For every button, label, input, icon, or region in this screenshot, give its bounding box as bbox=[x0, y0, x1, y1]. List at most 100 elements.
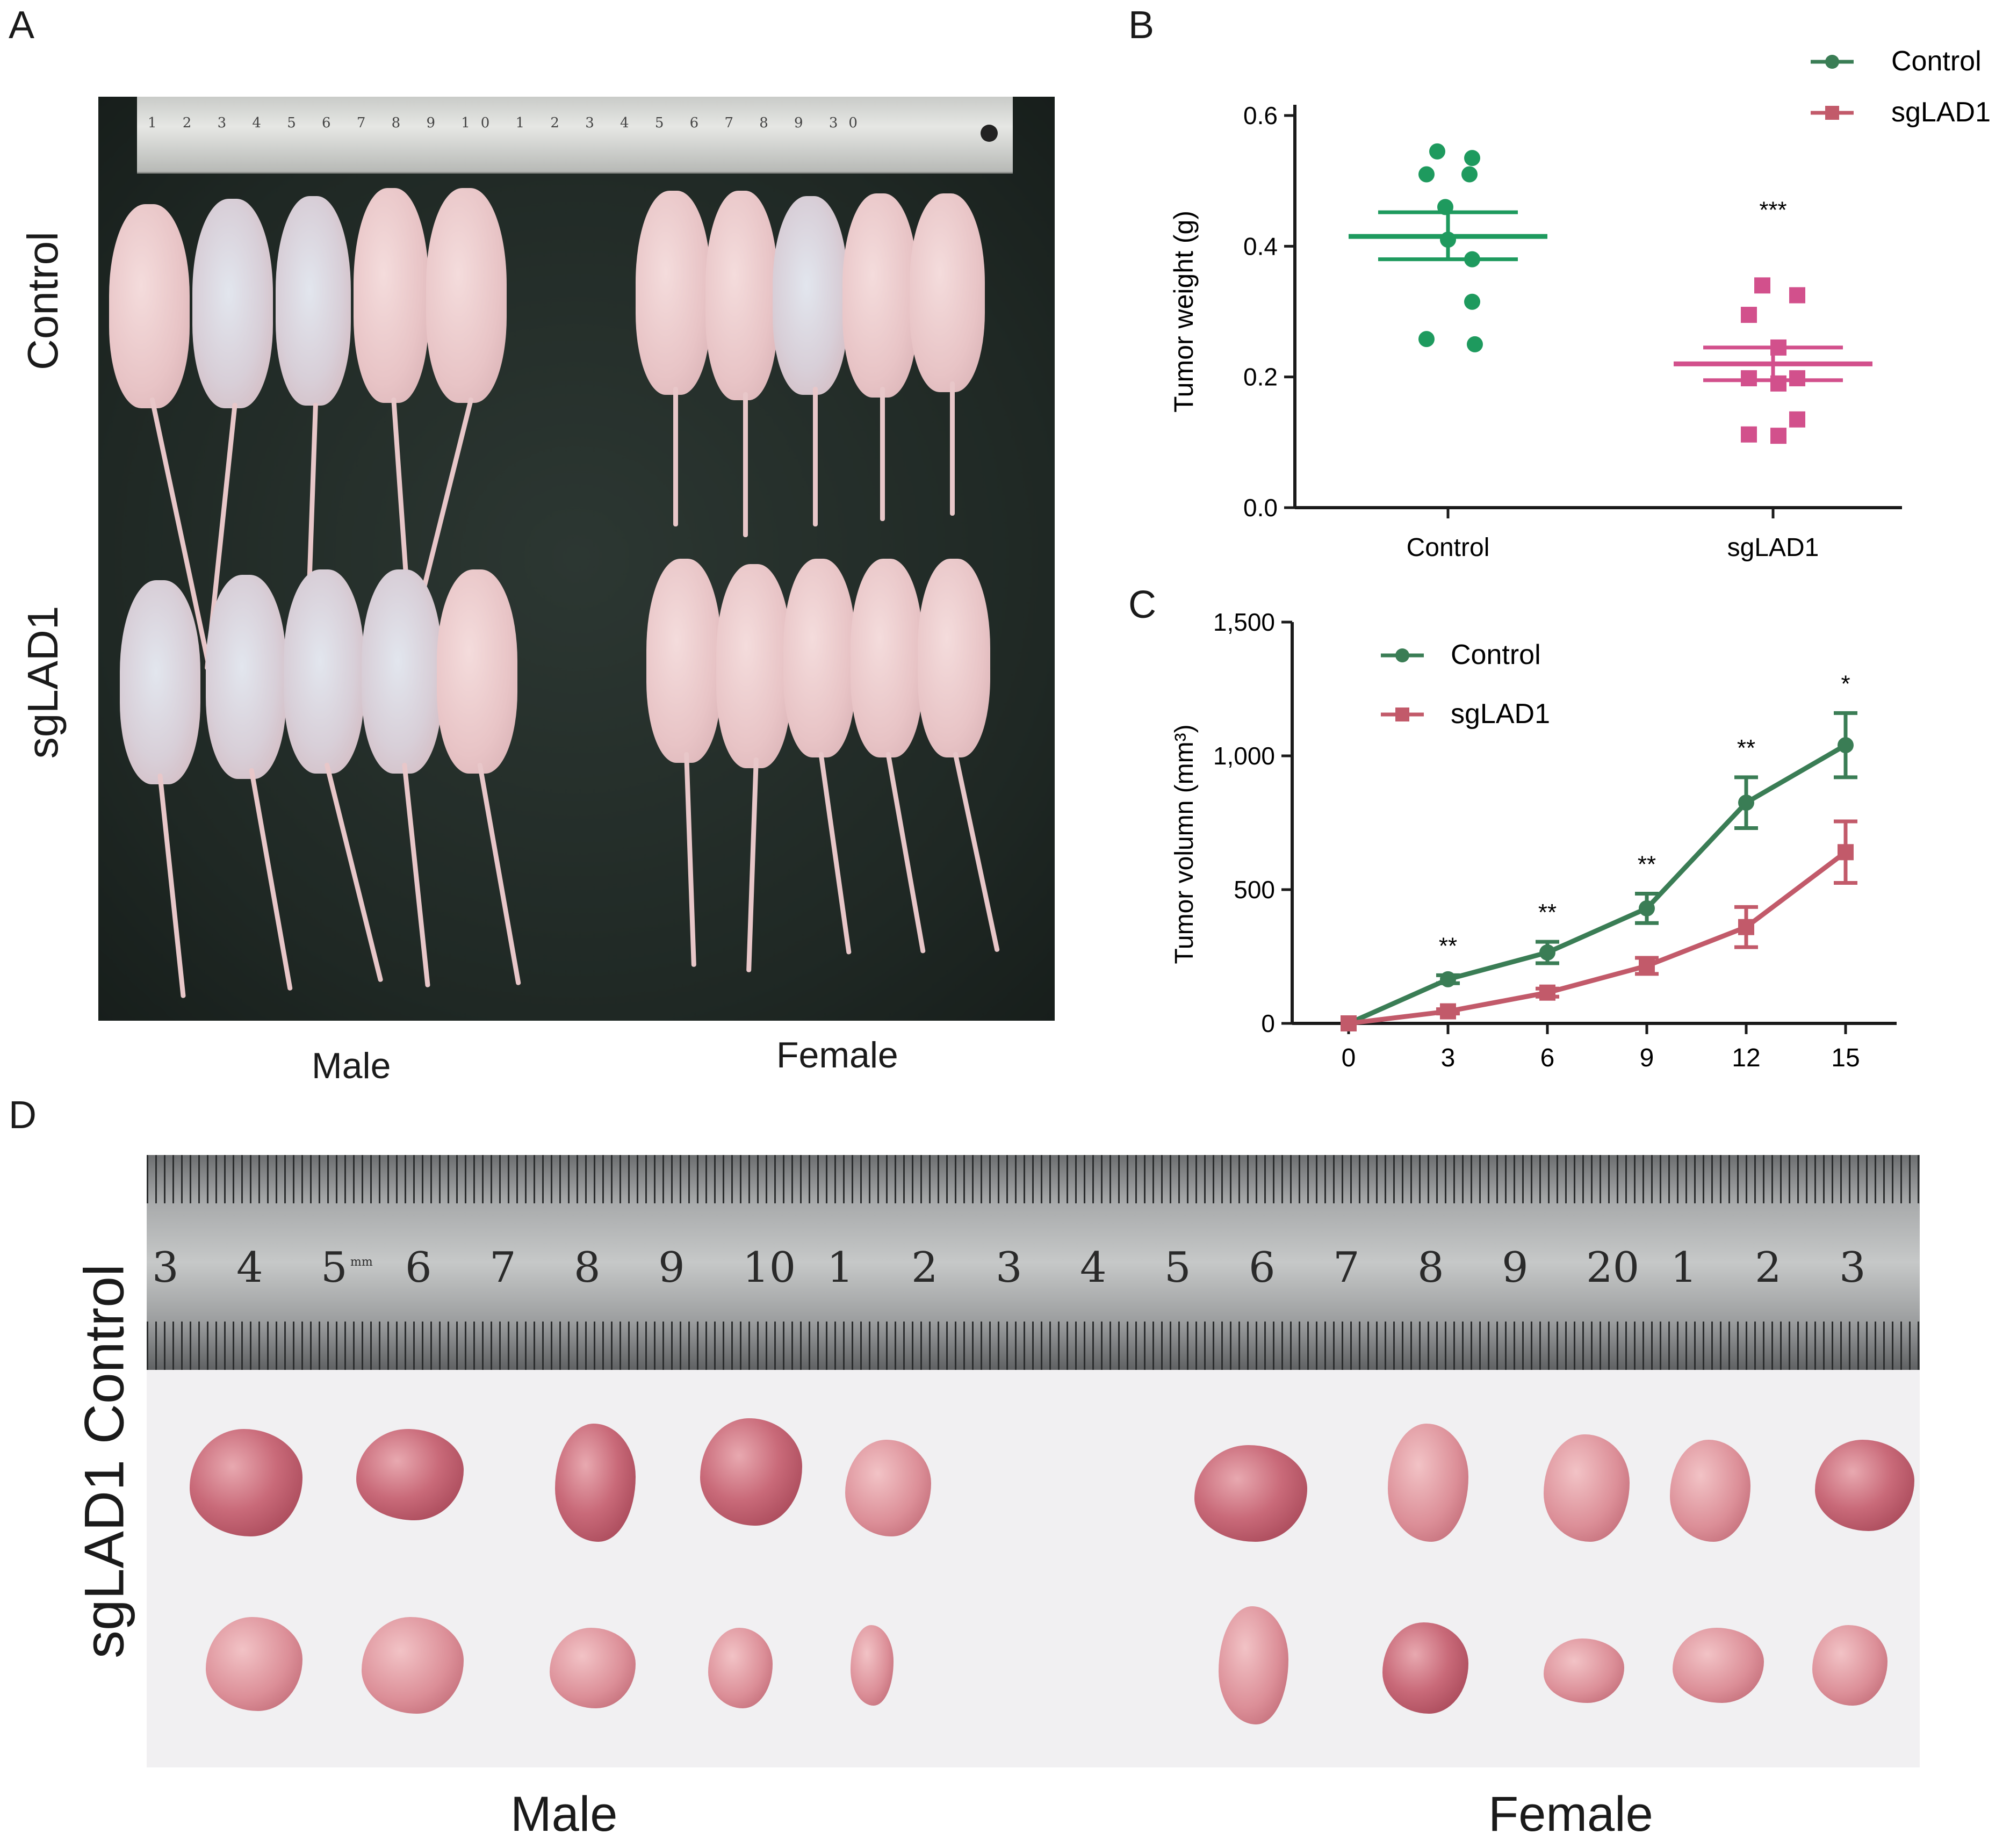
mouse bbox=[918, 559, 990, 757]
data-point-sglad1 bbox=[1789, 370, 1805, 387]
ruler-number: 20 bbox=[1586, 1244, 1640, 1292]
panel-a-male-label: Male bbox=[312, 1045, 391, 1086]
y-tick-label: 1,000 bbox=[1213, 742, 1275, 770]
ruler-number: 8 bbox=[574, 1244, 601, 1292]
y-tick-label: 0.0 bbox=[1243, 494, 1278, 522]
ruler-number: 2 bbox=[1755, 1244, 1782, 1292]
panel-a-ruler-digits: 1 2 3 4 5 6 7 8 9 10 1 2 3 4 5 6 7 8 9 3… bbox=[148, 115, 868, 131]
mouse bbox=[109, 204, 190, 408]
ruler-number: 3 bbox=[996, 1244, 1022, 1292]
legend-label: Control bbox=[1451, 639, 1541, 670]
panel-c-letter: C bbox=[1128, 583, 1156, 626]
tumor-control bbox=[845, 1440, 931, 1536]
series-line-control bbox=[1348, 743, 1847, 1026]
significance-label: ** bbox=[1737, 735, 1755, 761]
ruler-number: 10 bbox=[743, 1244, 796, 1292]
tumor-control bbox=[555, 1424, 636, 1542]
data-point-sglad1 bbox=[1741, 426, 1757, 443]
legend-marker bbox=[1825, 106, 1839, 120]
legend-marker bbox=[1395, 708, 1409, 721]
x-tick-label: Control bbox=[1407, 533, 1490, 562]
tumor-sglad1 bbox=[206, 1617, 302, 1711]
y-tick-label: 0.4 bbox=[1243, 232, 1278, 260]
panel-a-ruler: 1 2 3 4 5 6 7 8 9 10 1 2 3 4 5 6 7 8 9 3… bbox=[137, 97, 1013, 174]
ruler-number: 4 bbox=[236, 1244, 263, 1292]
mouse bbox=[284, 569, 364, 774]
panel-a-row-label-sglad1: sgLAD1 bbox=[19, 605, 67, 759]
ruler-numbers: 3 4 5 6 7 8 9 10 1 2 3 4 5 6 7 8 9 20 1 2 3 mm bbox=[147, 1244, 1920, 1292]
ruler-number: 1 bbox=[1670, 1244, 1697, 1292]
data-point-sglad1 bbox=[1838, 844, 1854, 861]
mouse-tail bbox=[880, 387, 885, 521]
mouse bbox=[120, 580, 200, 784]
tumor-sglad1 bbox=[1673, 1628, 1764, 1703]
mouse bbox=[362, 569, 442, 774]
y-tick-label: 500 bbox=[1234, 876, 1275, 904]
mouse-tail bbox=[249, 768, 293, 991]
legend-label: sgLAD1 bbox=[1451, 698, 1550, 730]
ruler-ticks-top bbox=[147, 1155, 1920, 1203]
panel-d-ruler: 3 4 5 6 7 8 9 10 1 2 3 4 5 6 7 8 9 20 1 2 3 mm bbox=[147, 1155, 1920, 1370]
ruler-number: 5 bbox=[321, 1244, 348, 1292]
tumor-sglad1 bbox=[1544, 1638, 1624, 1703]
mouse bbox=[705, 191, 778, 400]
tumor-control bbox=[1544, 1434, 1630, 1542]
mouse-tail bbox=[402, 762, 430, 988]
data-point-control bbox=[1539, 944, 1555, 961]
significance-label: ** bbox=[1538, 899, 1557, 926]
ruler-number: 6 bbox=[405, 1244, 432, 1292]
mouse bbox=[842, 193, 918, 398]
mouse-tail bbox=[743, 392, 748, 537]
ruler-mm-unit: mm bbox=[350, 1255, 373, 1269]
mouse bbox=[716, 564, 791, 768]
legend-label: Control bbox=[1891, 46, 1982, 77]
x-tick-label: 6 bbox=[1540, 1044, 1555, 1072]
y-tick-label: 0.6 bbox=[1243, 102, 1278, 129]
mouse bbox=[773, 196, 848, 395]
mouse bbox=[910, 193, 985, 392]
data-point-control bbox=[1429, 143, 1445, 160]
mouse bbox=[206, 575, 286, 779]
data-point-sglad1 bbox=[1539, 984, 1555, 1001]
significance-label: ** bbox=[1439, 933, 1457, 959]
ruler-number: 4 bbox=[1080, 1244, 1107, 1292]
panel-d-row-labels: sgLAD1 Control bbox=[73, 1264, 136, 1659]
ruler-number: 7 bbox=[489, 1244, 516, 1292]
y-tick-label: 0 bbox=[1261, 1009, 1275, 1037]
significance-label: ** bbox=[1638, 851, 1656, 877]
mouse-tail bbox=[950, 381, 955, 516]
data-point-sglad1 bbox=[1754, 277, 1770, 294]
tumor-sglad1 bbox=[1812, 1625, 1887, 1706]
legend-label: sgLAD1 bbox=[1891, 97, 1991, 128]
panel-a-letter: A bbox=[9, 4, 35, 47]
panel-a-mice-photo: 1 2 3 4 5 6 7 8 9 10 1 2 3 4 5 6 7 8 9 3… bbox=[98, 97, 1055, 1021]
panel-d-male-label: Male bbox=[510, 1787, 618, 1842]
panel-a-female-label: Female bbox=[776, 1035, 898, 1075]
data-point-sglad1 bbox=[1738, 919, 1754, 935]
tumor-sglad1 bbox=[1382, 1622, 1468, 1714]
ruler-number: 6 bbox=[1249, 1244, 1276, 1292]
legend-marker bbox=[1395, 648, 1409, 662]
data-point-control bbox=[1464, 150, 1480, 167]
tumor-sglad1 bbox=[851, 1625, 894, 1706]
data-point-sglad1 bbox=[1639, 957, 1655, 974]
mouse bbox=[646, 559, 722, 763]
tumor-control bbox=[356, 1429, 464, 1520]
ruler-number: 8 bbox=[1417, 1244, 1444, 1292]
y-axis-label: Tumor weight (g) bbox=[1169, 211, 1199, 413]
mouse bbox=[851, 559, 923, 757]
data-point-control bbox=[1639, 900, 1655, 916]
ruler-number: 7 bbox=[1333, 1244, 1360, 1292]
data-point-sglad1 bbox=[1789, 411, 1805, 428]
mouse-tail bbox=[885, 752, 926, 954]
data-point-control bbox=[1440, 971, 1456, 987]
x-tick-label: 0 bbox=[1342, 1044, 1356, 1072]
data-point-control bbox=[1464, 293, 1480, 310]
tumor-control bbox=[190, 1429, 302, 1536]
mouse-tail bbox=[746, 757, 759, 972]
mouse-tail bbox=[818, 752, 852, 955]
x-tick-label: sgLAD1 bbox=[1727, 533, 1819, 562]
panel-a-row-label-control: Control bbox=[19, 232, 67, 370]
ruler-number: 9 bbox=[1502, 1244, 1529, 1292]
tumor-control bbox=[700, 1418, 802, 1526]
